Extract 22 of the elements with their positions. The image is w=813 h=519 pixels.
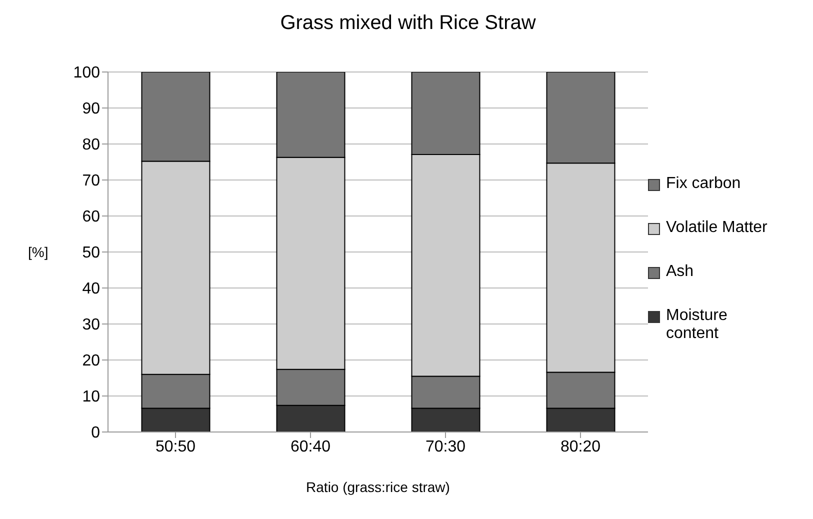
y-tick-label: 30 [82,316,100,334]
legend-label: Moisture content [666,307,728,343]
x-tick-label: 80:20 [560,438,601,456]
y-tick-label: 60 [82,208,100,226]
legend-label: Ash [666,263,695,281]
chart-title: Grass mixed with Rice Straw [279,12,537,36]
legend-label: Fix carbon [666,175,742,193]
y-tick-label: 40 [82,280,100,298]
y-tick-label: 70 [82,172,100,190]
y-tick-label: 90 [82,100,100,118]
y-tick-label: 100 [73,64,100,82]
y-tick-label: 10 [82,388,100,406]
legend-label: Volatile Matter [666,219,768,237]
x-tick-label: 50:50 [155,438,196,456]
y-tick-label: 50 [82,244,100,262]
y-tick-label: 80 [82,136,100,154]
y-axis-title: [%] [28,244,48,260]
y-tick-label: 20 [82,352,100,370]
x-tick-label: 60:40 [290,438,331,456]
x-axis-title: Ratio (grass:rice straw) [306,479,450,495]
y-tick-label: 0 [91,424,100,442]
x-tick-label: 70:30 [425,438,466,456]
